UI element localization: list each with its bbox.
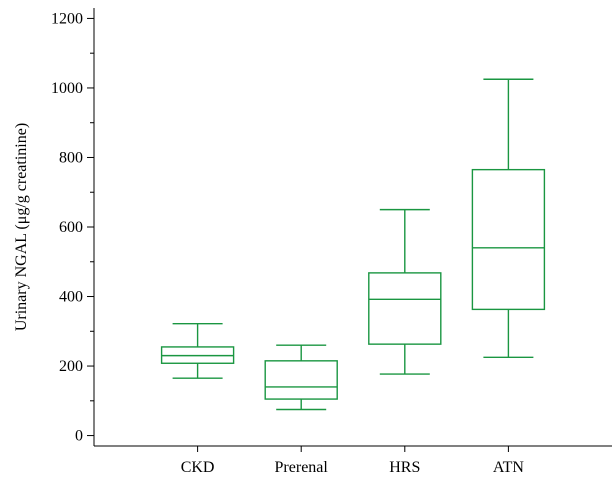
iqr-box <box>264 360 338 400</box>
iqr-box <box>471 168 546 311</box>
y-axis-title: Urinary NGAL (μg/g creatinine) <box>13 123 30 331</box>
x-tick-label: CKD <box>181 459 215 476</box>
y-tick-label: 400 <box>59 289 83 306</box>
x-tick-label: ATN <box>493 459 525 476</box>
box-prerenal <box>264 344 338 411</box>
box-hrs <box>368 208 442 375</box>
x-axis-ticks: CKD Prerenal HRS ATN <box>181 446 525 476</box>
box-series <box>160 78 546 411</box>
iqr-box <box>368 272 442 345</box>
y-axis-ticks: 0 200 400 600 800 1000 1200 <box>51 10 94 445</box>
axes <box>93 8 612 447</box>
y-tick-label: 200 <box>59 358 83 375</box>
y-tick-label: 0 <box>75 428 83 445</box>
box-atn <box>471 78 546 359</box>
x-tick-label: Prerenal <box>275 459 329 476</box>
y-tick-label: 1000 <box>51 80 83 97</box>
box-ckd <box>160 322 235 379</box>
x-tick-label: HRS <box>389 459 420 476</box>
y-tick-label: 800 <box>59 149 83 166</box>
y-tick-label: 600 <box>59 219 83 236</box>
y-tick-label: 1200 <box>51 10 83 27</box>
